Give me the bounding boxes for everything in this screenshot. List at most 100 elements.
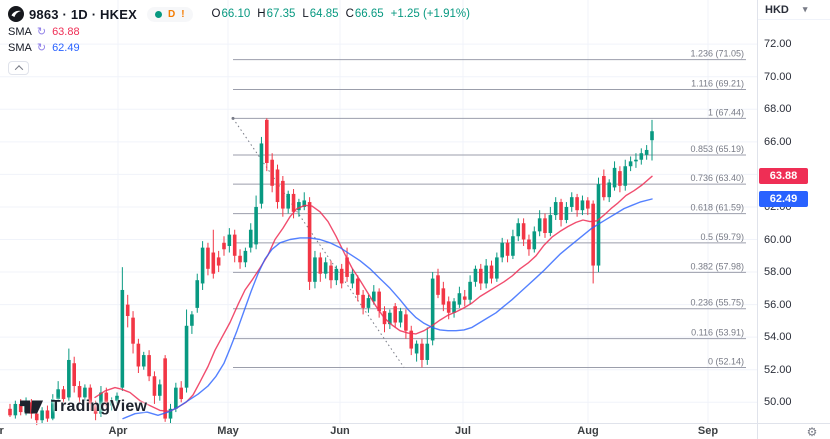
low-value: 64.85 [309,8,339,20]
candle-body [184,325,189,388]
candle-body [56,389,60,400]
close-label: C [345,8,354,20]
candle-body [254,206,258,245]
chevron-up-icon [14,65,23,74]
candle-body [511,236,515,256]
settings-gear-icon[interactable]: ⚙ [806,425,818,439]
candle-body [650,131,654,141]
fib-level-label: 0.5 (59.79) [700,232,744,242]
candle-body [61,389,66,400]
candle-body [281,180,285,209]
candle-body [147,355,151,377]
fib-anchor-point [231,116,235,120]
currency-selector[interactable]: HKD ▾ [758,0,830,20]
candle-body [377,291,381,312]
candle-body [265,119,269,163]
candle-body [634,159,638,162]
candle-body [136,343,141,367]
candle-body [77,386,82,398]
fib-level-label: 1.236 (71.05) [690,49,744,59]
time-axis-month-label: Aug [577,425,599,437]
time-axis-month-label: Jul [455,425,471,437]
fib-level-label: 0.116 (53.91) [691,328,744,338]
fib-level-label: 0.382 (57.98) [690,261,744,271]
candle-body [115,395,119,401]
candle-body [479,268,483,284]
tradingview-logo-text: TradingView [51,398,148,415]
candle-body [366,298,371,308]
tradingview-logo[interactable]: TradingView [20,398,147,416]
candle-body [452,301,456,313]
symbol-logo-icon [8,6,24,22]
candle-body [500,242,504,258]
candle-body [398,311,403,323]
candle-body [618,171,622,186]
price-axis-label: 50.00 [764,396,792,409]
candle-body [286,193,290,209]
price-axis-label: 54.00 [764,331,792,344]
candle-body [548,215,553,233]
ohlc-values: O 66.10 H 67.35 L 64.85 C 66.65 +1.25 (+1.91… [205,8,470,20]
sma-fast-line [94,175,653,412]
change-value: +1.25 (+1.91%) [390,8,470,20]
fib-level-label: 0.736 (63.40) [690,173,744,183]
candle-body [275,169,280,203]
indicator-row-sma-slow[interactable]: SMA ↻ 62.49 [8,40,470,55]
candle-body [13,403,18,416]
time-axis[interactable]: Mar Apr May Jun Jul Aug Sep [0,424,757,439]
indicator-row-sma-fast[interactable]: SMA ↻ 63.88 [8,24,470,39]
candle-body [607,182,611,198]
candle-body [543,218,547,233]
fib-level-label: 0.853 (65.19) [690,144,744,154]
loading-spinner-icon: ↻ [36,42,47,54]
candle-body [628,161,633,167]
candle-body [200,247,205,284]
candle-body [345,257,349,277]
caret-down-icon: ▾ [802,4,808,14]
candle-body [468,281,472,300]
candle-body [40,410,44,421]
symbol-legend-row[interactable]: 9863 · 1D · HKEX D ! O 66.10 H 67.35 L 64.8… [8,5,470,23]
candle-body [409,330,414,349]
fib-level-label: 0.236 (55.75) [690,298,744,308]
candle-body [329,265,333,281]
price-axis-label: 60.00 [764,233,792,246]
candle-body [99,392,103,414]
candle-body [238,255,242,263]
indicator-name: SMA [8,41,32,54]
candle-body [168,408,173,419]
data-status-pill[interactable]: D ! [146,6,193,22]
price-axis[interactable]: HKD ▾ 72.0070.0068.0066.0062.0060.0058.0… [758,0,830,423]
candle-body [83,387,87,398]
candle-body [430,278,435,341]
legend-collapse-button[interactable] [8,61,29,75]
candle-body [318,257,323,274]
candle-body [307,202,312,282]
time-axis-month-label: Apr [108,425,128,437]
candle-body [586,200,590,209]
candle-body [88,387,93,404]
candle-body [639,153,644,160]
price-axis-label: 70.00 [764,70,792,83]
candle-body [51,399,55,419]
symbol-title[interactable]: 9863 · 1D · HKEX [29,6,137,22]
high-label: H [257,8,266,20]
price-axis-label: 72.00 [764,38,792,51]
sma-slow-line [122,198,653,420]
candle-body [473,268,478,282]
time-axis-month-label: May [217,425,239,437]
candle-body [131,317,135,344]
fib-level-label: 1 (67.44) [708,107,744,117]
candle-body [575,197,579,211]
candle-body [334,268,339,281]
candle-body [195,280,200,308]
market-open-dot-icon [154,10,162,18]
candle-body [248,229,253,248]
candle-body [297,202,301,211]
candle-body [120,289,125,388]
candle-body [602,176,606,198]
candle-body [591,203,595,266]
candle-body [323,262,328,274]
